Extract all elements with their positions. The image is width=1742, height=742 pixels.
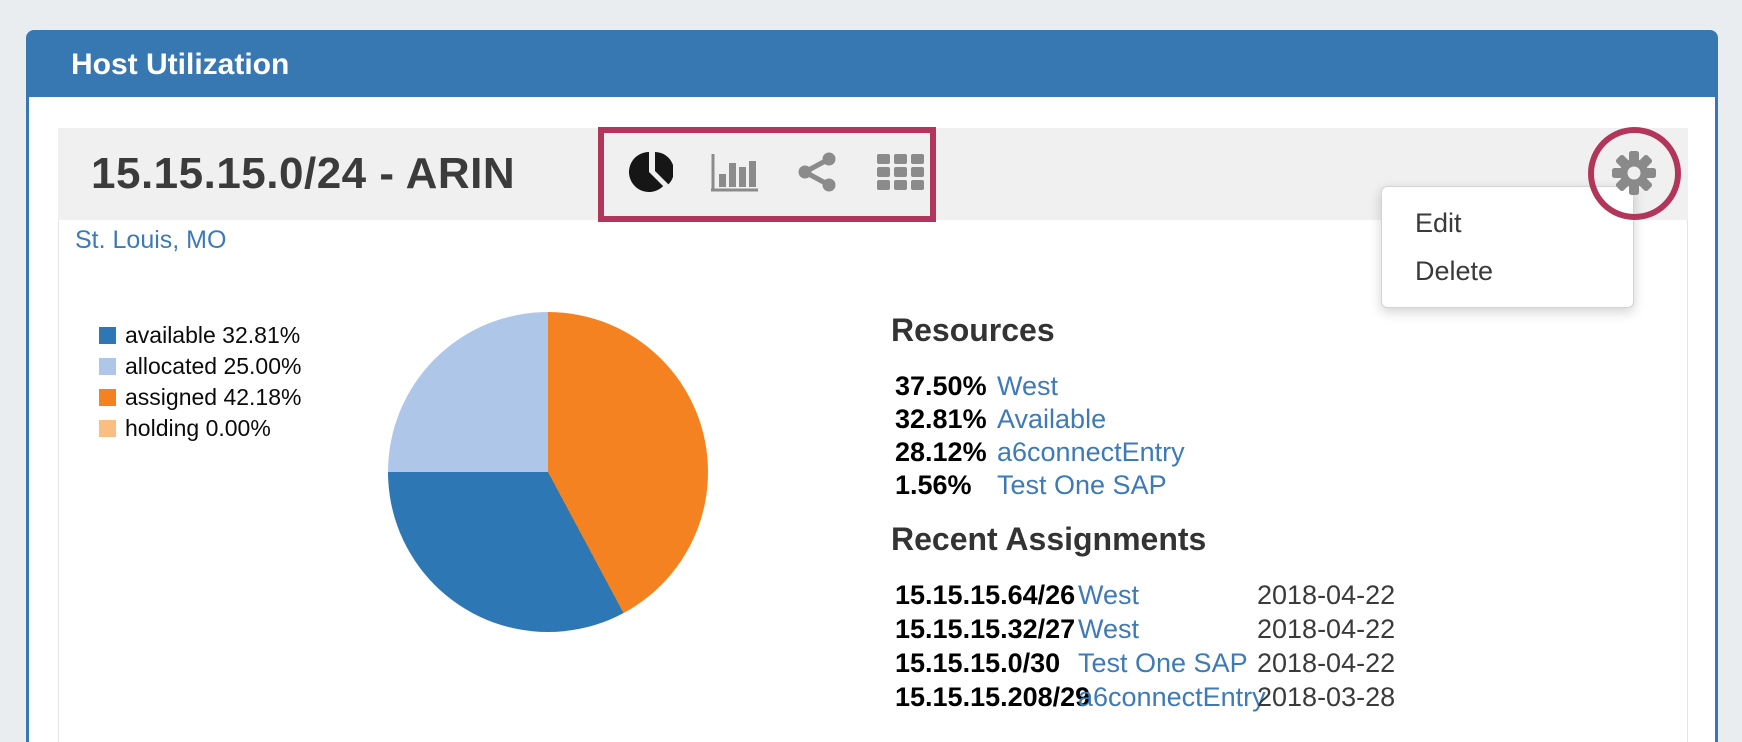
panel-header: Host Utilization: [29, 33, 1715, 97]
pie-chart-view-button[interactable]: [626, 151, 676, 197]
location-link[interactable]: St. Louis, MO: [75, 226, 227, 254]
resource-link[interactable]: Test One SAP: [997, 470, 1167, 500]
resource-row: 28.12% a6connectEntry: [895, 436, 1185, 469]
menu-item[interactable]: Edit: [1415, 207, 1462, 238]
pie-legend: available 32.81% allocated 25.00% assign…: [99, 320, 301, 444]
assignment-cidr: 15.15.15.32/27: [895, 613, 1076, 644]
legend-swatch: [99, 358, 116, 375]
bar-chart-icon: [709, 150, 759, 199]
grid-view-button[interactable]: [875, 151, 925, 197]
legend-row: allocated 25.00%: [99, 351, 301, 382]
assignments-list: 15.15.15.64/26 West 2018-04-22 15.15.15.…: [895, 578, 1395, 714]
assignment-row: 15.15.15.64/26 West 2018-04-22: [895, 578, 1395, 612]
assignment-cidr: 15.15.15.0/30: [895, 647, 1061, 678]
settings-gear-button[interactable]: [1611, 150, 1657, 196]
share-view-button[interactable]: [792, 151, 842, 197]
assignment-cidr: 15.15.15.208/29: [895, 681, 1091, 712]
assignment-row: 15.15.15.0/30 Test One SAP 2018-04-22: [895, 646, 1395, 680]
legend-label: allocated 25.00%: [125, 353, 302, 379]
grid-icon: [876, 152, 924, 197]
assignment-row: 15.15.15.208/29 a6connectEntry 2018-03-2…: [895, 680, 1395, 714]
share-icon: [796, 151, 838, 198]
resources-title: Resources: [891, 312, 1055, 348]
bar-chart-view-button[interactable]: [709, 151, 759, 197]
gear-icon: [1611, 151, 1657, 200]
legend-swatch: [99, 420, 116, 437]
assignment-link[interactable]: West: [1078, 613, 1140, 644]
resource-link[interactable]: Available: [997, 404, 1107, 434]
settings-dropdown-menu: Edit Delete: [1381, 186, 1634, 308]
assignment-date: 2018-03-28: [1257, 681, 1396, 712]
recent-assignments-title: Recent Assignments: [891, 521, 1207, 557]
assignment-date: 2018-04-22: [1257, 613, 1396, 644]
resource-row: 32.81% Available: [895, 403, 1185, 436]
resource-link[interactable]: a6connectEntry: [997, 437, 1185, 467]
legend-label: assigned 42.18%: [125, 384, 302, 410]
assignment-link[interactable]: West: [1078, 579, 1140, 610]
network-block-title: 15.15.15.0/24 - ARIN: [91, 149, 516, 198]
utilization-pie-chart: [388, 312, 708, 632]
assignment-link[interactable]: Test One SAP: [1078, 647, 1248, 678]
legend-row: available 32.81%: [99, 320, 301, 351]
assignment-row: 15.15.15.32/27 West 2018-04-22: [895, 612, 1395, 646]
pie-chart-icon: [628, 150, 674, 199]
resource-percent: 32.81%: [895, 404, 987, 434]
panel-title: Host Utilization: [71, 48, 290, 81]
legend-row: holding 0.00%: [99, 413, 301, 444]
menu-item[interactable]: Delete: [1415, 255, 1494, 286]
resource-link[interactable]: West: [997, 371, 1059, 401]
legend-label: available 32.81%: [125, 322, 301, 348]
resource-percent: 1.56%: [895, 470, 972, 500]
legend-swatch: [99, 327, 116, 344]
view-toolbar: [626, 128, 925, 220]
legend-label: holding 0.00%: [125, 415, 271, 441]
resource-row: 1.56% Test One SAP: [895, 469, 1185, 502]
resource-percent: 37.50%: [895, 371, 987, 401]
assignment-link[interactable]: a6connectEntry: [1078, 681, 1266, 712]
resources-list: 37.50% West 32.81% Available 28.12% a6co…: [895, 370, 1185, 502]
resource-percent: 28.12%: [895, 437, 987, 467]
legend-row: assigned 42.18%: [99, 382, 301, 413]
assignment-cidr: 15.15.15.64/26: [895, 579, 1076, 610]
legend-swatch: [99, 389, 116, 406]
assignment-date: 2018-04-22: [1257, 647, 1396, 678]
assignment-date: 2018-04-22: [1257, 579, 1396, 610]
resource-row: 37.50% West: [895, 370, 1185, 403]
